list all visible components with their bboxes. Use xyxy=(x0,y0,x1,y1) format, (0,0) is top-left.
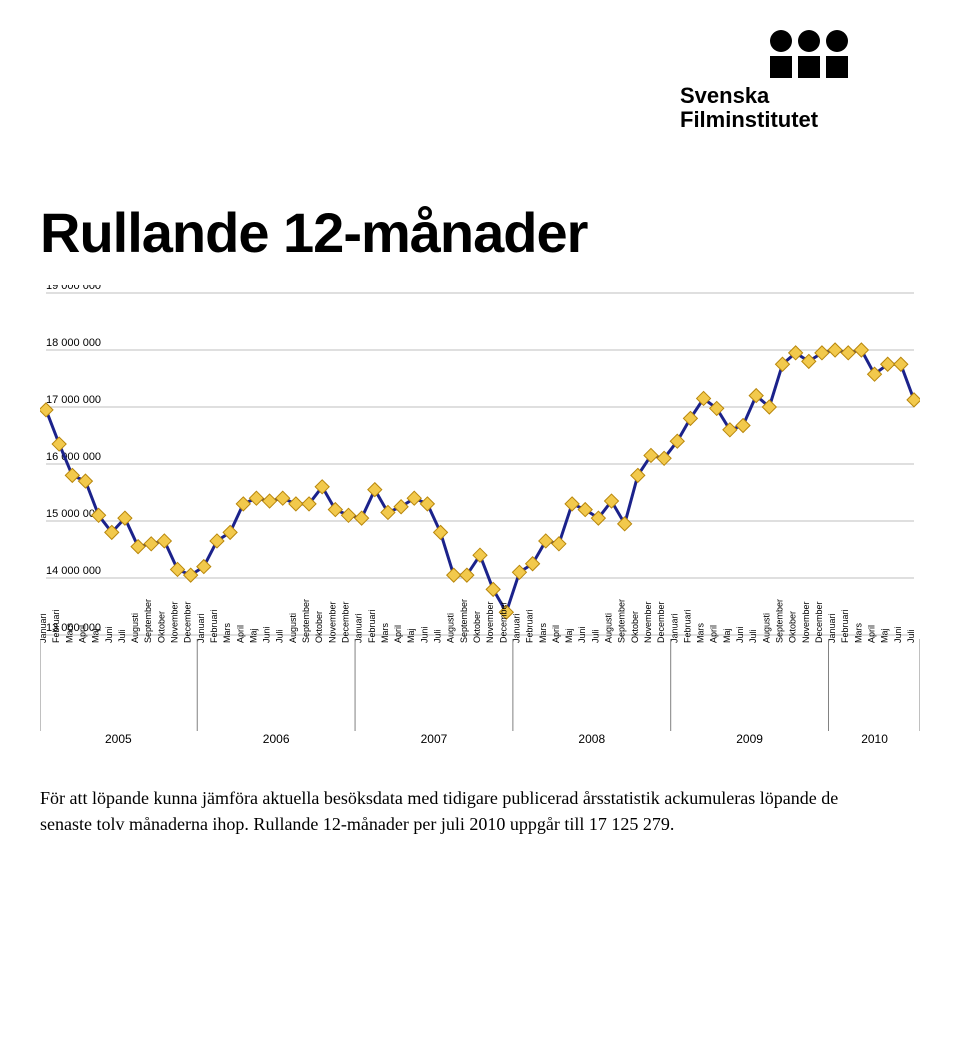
svg-text:September: September xyxy=(301,599,311,643)
svg-text:Februari: Februari xyxy=(682,609,692,643)
logo-dot xyxy=(798,30,820,52)
svg-text:2007: 2007 xyxy=(421,732,448,746)
svg-text:Mars: Mars xyxy=(64,623,74,643)
svg-text:December: December xyxy=(656,601,666,643)
logo-square xyxy=(826,56,848,78)
svg-text:Mars: Mars xyxy=(696,623,706,643)
svg-text:Juli: Juli xyxy=(433,629,443,643)
svg-text:April: April xyxy=(77,625,87,643)
svg-text:April: April xyxy=(709,625,719,643)
page-title: Rullande 12-månader xyxy=(40,200,920,265)
svg-text:April: April xyxy=(235,625,245,643)
logo: Svenska Filminstitutet xyxy=(680,30,910,132)
svg-text:19 000 000: 19 000 000 xyxy=(46,285,101,292)
chart-svg: 13 000 00014 000 00015 000 00016 000 000… xyxy=(40,285,920,755)
svg-text:16 000 000: 16 000 000 xyxy=(46,451,101,463)
svg-text:Januari: Januari xyxy=(669,613,679,643)
svg-text:Juni: Juni xyxy=(419,626,429,643)
svg-text:December: December xyxy=(814,601,824,643)
svg-text:Juni: Juni xyxy=(735,626,745,643)
svg-text:Juli: Juli xyxy=(275,629,285,643)
logo-square xyxy=(798,56,820,78)
svg-text:Mars: Mars xyxy=(853,623,863,643)
svg-text:Februari: Februari xyxy=(209,609,219,643)
svg-text:Mars: Mars xyxy=(222,623,232,643)
svg-text:Mars: Mars xyxy=(380,623,390,643)
svg-text:November: November xyxy=(801,601,811,643)
svg-text:Maj: Maj xyxy=(564,628,574,643)
rolling-12-chart: 13 000 00014 000 00015 000 00016 000 000… xyxy=(40,285,920,755)
svg-text:Januari: Januari xyxy=(196,613,206,643)
svg-text:April: April xyxy=(393,625,403,643)
svg-text:2008: 2008 xyxy=(578,732,605,746)
svg-text:Juli: Juli xyxy=(748,629,758,643)
svg-text:Februari: Februari xyxy=(525,609,535,643)
svg-text:Juni: Juni xyxy=(577,626,587,643)
svg-text:14 000 000: 14 000 000 xyxy=(46,565,101,577)
svg-text:Juli: Juli xyxy=(590,629,600,643)
svg-text:Augusti: Augusti xyxy=(761,613,771,643)
svg-text:2010: 2010 xyxy=(861,732,888,746)
svg-text:December: December xyxy=(340,601,350,643)
svg-text:December: December xyxy=(183,601,193,643)
svg-text:Januari: Januari xyxy=(40,613,48,643)
svg-text:Januari: Januari xyxy=(354,613,364,643)
logo-dot xyxy=(770,30,792,52)
svg-text:Februari: Februari xyxy=(840,609,850,643)
svg-text:November: November xyxy=(170,601,180,643)
svg-text:Juni: Juni xyxy=(104,626,114,643)
svg-text:Februari: Februari xyxy=(367,609,377,643)
svg-text:Januari: Januari xyxy=(511,613,521,643)
svg-text:Oktober: Oktober xyxy=(788,611,798,643)
svg-text:Juni: Juni xyxy=(262,626,272,643)
svg-text:Maj: Maj xyxy=(406,628,416,643)
svg-text:Augusti: Augusti xyxy=(446,613,456,643)
svg-text:Juni: Juni xyxy=(893,626,903,643)
description-text: För att löpande kunna jämföra aktuella b… xyxy=(40,785,840,837)
svg-text:2006: 2006 xyxy=(263,732,290,746)
svg-text:November: November xyxy=(643,601,653,643)
svg-text:November: November xyxy=(327,601,337,643)
svg-text:Oktober: Oktober xyxy=(630,611,640,643)
svg-text:Maj: Maj xyxy=(722,628,732,643)
logo-square xyxy=(770,56,792,78)
logo-text-line1: Svenska xyxy=(680,84,910,108)
svg-text:December: December xyxy=(498,601,508,643)
svg-text:Augusti: Augusti xyxy=(130,613,140,643)
svg-text:Maj: Maj xyxy=(248,628,258,643)
svg-text:Juli: Juli xyxy=(117,629,127,643)
svg-text:Maj: Maj xyxy=(91,628,101,643)
svg-text:Maj: Maj xyxy=(880,628,890,643)
svg-text:Mars: Mars xyxy=(538,623,548,643)
logo-dot xyxy=(826,30,848,52)
svg-text:November: November xyxy=(485,601,495,643)
svg-text:2005: 2005 xyxy=(105,732,132,746)
svg-text:September: September xyxy=(459,599,469,643)
svg-text:Augusti: Augusti xyxy=(288,613,298,643)
svg-text:April: April xyxy=(867,625,877,643)
svg-text:April: April xyxy=(551,625,561,643)
svg-text:Januari: Januari xyxy=(827,613,837,643)
svg-text:September: September xyxy=(143,599,153,643)
svg-text:Februari: Februari xyxy=(51,609,61,643)
svg-text:17 000 000: 17 000 000 xyxy=(46,394,101,406)
logo-text-line2: Filminstitutet xyxy=(680,108,910,132)
svg-text:Oktober: Oktober xyxy=(472,611,482,643)
svg-text:Juli: Juli xyxy=(906,629,916,643)
svg-text:18 000 000: 18 000 000 xyxy=(46,337,101,349)
svg-text:Oktober: Oktober xyxy=(314,611,324,643)
svg-text:Oktober: Oktober xyxy=(156,611,166,643)
svg-text:2009: 2009 xyxy=(736,732,763,746)
svg-text:September: September xyxy=(774,599,784,643)
svg-text:Augusti: Augusti xyxy=(604,613,614,643)
svg-text:September: September xyxy=(617,599,627,643)
